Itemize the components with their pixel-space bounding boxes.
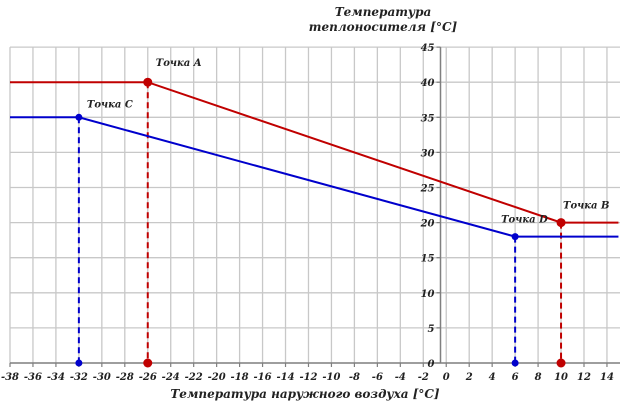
x-tick-label: -6 xyxy=(372,372,383,383)
x-tick-label: 10 xyxy=(554,372,568,383)
y-tick-label: 0 xyxy=(428,359,435,370)
y-axis-title-line1: Температура xyxy=(335,5,432,19)
point-marker xyxy=(511,233,519,241)
data-points xyxy=(75,77,566,368)
x-tick-label: 8 xyxy=(535,372,542,383)
x-tick-label: 12 xyxy=(577,372,591,383)
x-tick-label: 4 xyxy=(489,372,496,383)
x-tick-label: -14 xyxy=(276,372,294,383)
x-tick-label: -38 xyxy=(1,372,19,383)
x-tick-label: -32 xyxy=(70,372,88,383)
series-line xyxy=(10,116,619,238)
labels: Точка A Точка B Точка C Точка D Температурат… xyxy=(87,5,610,401)
y-tick-label: 45 xyxy=(421,43,435,54)
axis-point-marker xyxy=(556,358,566,368)
x-axis-title: Температура наружного воздуха [°C] xyxy=(170,387,440,401)
series-line xyxy=(10,81,619,224)
point-label: Точка C xyxy=(87,99,133,110)
x-tick-label: -26 xyxy=(139,372,157,383)
x-tick-label: -2 xyxy=(418,372,429,383)
point-marker xyxy=(75,113,83,121)
point-label: Точка B xyxy=(563,201,609,212)
y-tick-label: 20 xyxy=(420,219,435,230)
x-tick-label: -36 xyxy=(24,372,42,383)
axis-point-marker xyxy=(143,358,153,368)
x-tick-label: 14 xyxy=(600,372,614,383)
y-tick-label: 10 xyxy=(421,289,435,300)
y-tick-label: 5 xyxy=(428,324,435,335)
axis-point-marker xyxy=(511,359,519,367)
x-tick-label: 0 xyxy=(443,372,450,383)
x-tick-label: 2 xyxy=(465,372,473,383)
y-axis-title-line2: теплоносителя [°C] xyxy=(309,20,458,34)
x-tick-label: -24 xyxy=(162,372,180,383)
axes: -38 -36 -34 -32 -30 -28 -26 -24 -22 -20 -18 -16 -14-… xyxy=(1,43,620,383)
x-tick-label: -4 xyxy=(395,372,406,383)
x-tick-label: -30 xyxy=(93,372,111,383)
x-tick-label: -20 xyxy=(208,372,226,383)
x-tick-label: -16 xyxy=(254,372,272,383)
axis-point-marker xyxy=(75,359,83,367)
y-tick-label: 25 xyxy=(420,184,435,195)
y-tick-label: 15 xyxy=(421,254,435,265)
x-tick-label: -8 xyxy=(349,372,360,383)
drop-lines xyxy=(77,82,563,363)
x-tick-label: -18 xyxy=(231,372,249,383)
point-label: Точка D xyxy=(501,215,548,226)
y-tick-label: 35 xyxy=(421,113,435,124)
x-tick-label: 6 xyxy=(512,372,519,383)
x-tick-label: -34 xyxy=(47,372,65,383)
point-label: Точка A xyxy=(156,58,202,69)
x-tick-label: -12 xyxy=(299,372,317,383)
y-tick-label: 30 xyxy=(421,148,435,159)
series-lines xyxy=(10,81,619,238)
x-tick-label: -28 xyxy=(116,372,134,383)
y-tick-label: 40 xyxy=(421,78,435,89)
point-marker xyxy=(556,218,566,228)
x-tick-label: -22 xyxy=(185,372,203,383)
x-tick-label: -10 xyxy=(322,372,340,383)
grid-lines xyxy=(9,46,620,363)
point-marker xyxy=(143,77,153,87)
